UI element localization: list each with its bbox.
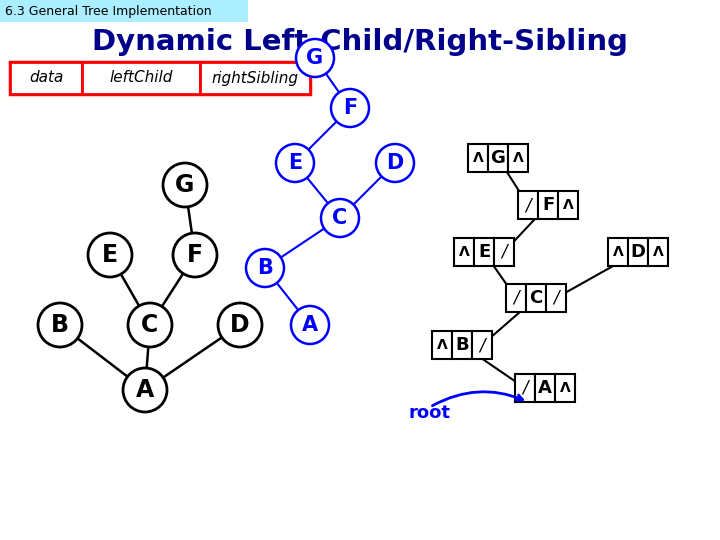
Text: C: C [529,289,543,307]
Bar [454,238,474,266]
Text: root: root [408,404,450,422]
Text: B: B [455,336,469,354]
Text: E: E [478,243,490,261]
Bar [558,191,578,219]
Text: B: B [51,313,69,337]
Text: A: A [302,315,318,335]
Bar [452,331,472,359]
Bar [0,0,248,22]
Bar [518,191,538,219]
Text: G: G [307,48,323,68]
Text: /: / [501,243,507,261]
Circle shape [296,39,334,77]
Text: /: / [480,336,485,354]
Circle shape [173,233,217,277]
Text: D: D [230,313,250,337]
Bar [488,144,508,172]
Circle shape [38,303,82,347]
Circle shape [376,144,414,182]
Text: /: / [513,289,519,307]
Text: Dynamic Left-Child/Right-Sibling: Dynamic Left-Child/Right-Sibling [92,28,628,56]
Circle shape [331,89,369,127]
Bar [508,144,528,172]
Text: /: / [525,196,531,214]
Text: F: F [187,243,203,267]
Circle shape [291,306,329,344]
Bar [555,374,575,402]
Text: G: G [175,173,194,197]
Text: A: A [136,378,154,402]
Circle shape [218,303,262,347]
Text: Λ: Λ [513,151,523,165]
Circle shape [246,249,284,287]
Text: /: / [522,379,528,397]
Bar [10,62,82,94]
Circle shape [276,144,314,182]
Bar [494,238,514,266]
Bar [648,238,668,266]
Text: F: F [343,98,357,118]
Text: Λ: Λ [559,381,570,395]
Bar [82,62,200,94]
Text: D: D [631,243,646,261]
Bar [468,144,488,172]
Bar [526,284,546,312]
Text: E: E [288,153,302,173]
Text: G: G [490,149,505,167]
Text: /: / [553,289,559,307]
Bar [608,238,628,266]
Bar [472,331,492,359]
Bar [432,331,452,359]
Circle shape [163,163,207,207]
Text: Λ: Λ [613,245,624,259]
Text: C: C [333,208,348,228]
Bar [10,62,310,94]
Text: D: D [387,153,404,173]
Bar [506,284,526,312]
Bar [474,238,494,266]
Text: Λ: Λ [562,198,573,212]
Bar [538,191,558,219]
Bar [535,374,555,402]
Text: F: F [542,196,554,214]
Text: rightSibling: rightSibling [212,71,299,85]
Text: 6.3 General Tree Implementation: 6.3 General Tree Implementation [5,4,212,17]
Bar [546,284,566,312]
Text: leftChild: leftChild [109,71,173,85]
Bar [200,62,310,94]
Circle shape [321,199,359,237]
Text: data: data [29,71,63,85]
Circle shape [128,303,172,347]
Bar [628,238,648,266]
Text: B: B [257,258,273,278]
Text: Λ: Λ [459,245,469,259]
Text: Λ: Λ [652,245,663,259]
Text: Λ: Λ [436,338,447,352]
Bar [515,374,535,402]
Text: Λ: Λ [472,151,483,165]
Text: C: C [141,313,158,337]
Circle shape [88,233,132,277]
Text: A: A [538,379,552,397]
Circle shape [123,368,167,412]
Text: E: E [102,243,118,267]
